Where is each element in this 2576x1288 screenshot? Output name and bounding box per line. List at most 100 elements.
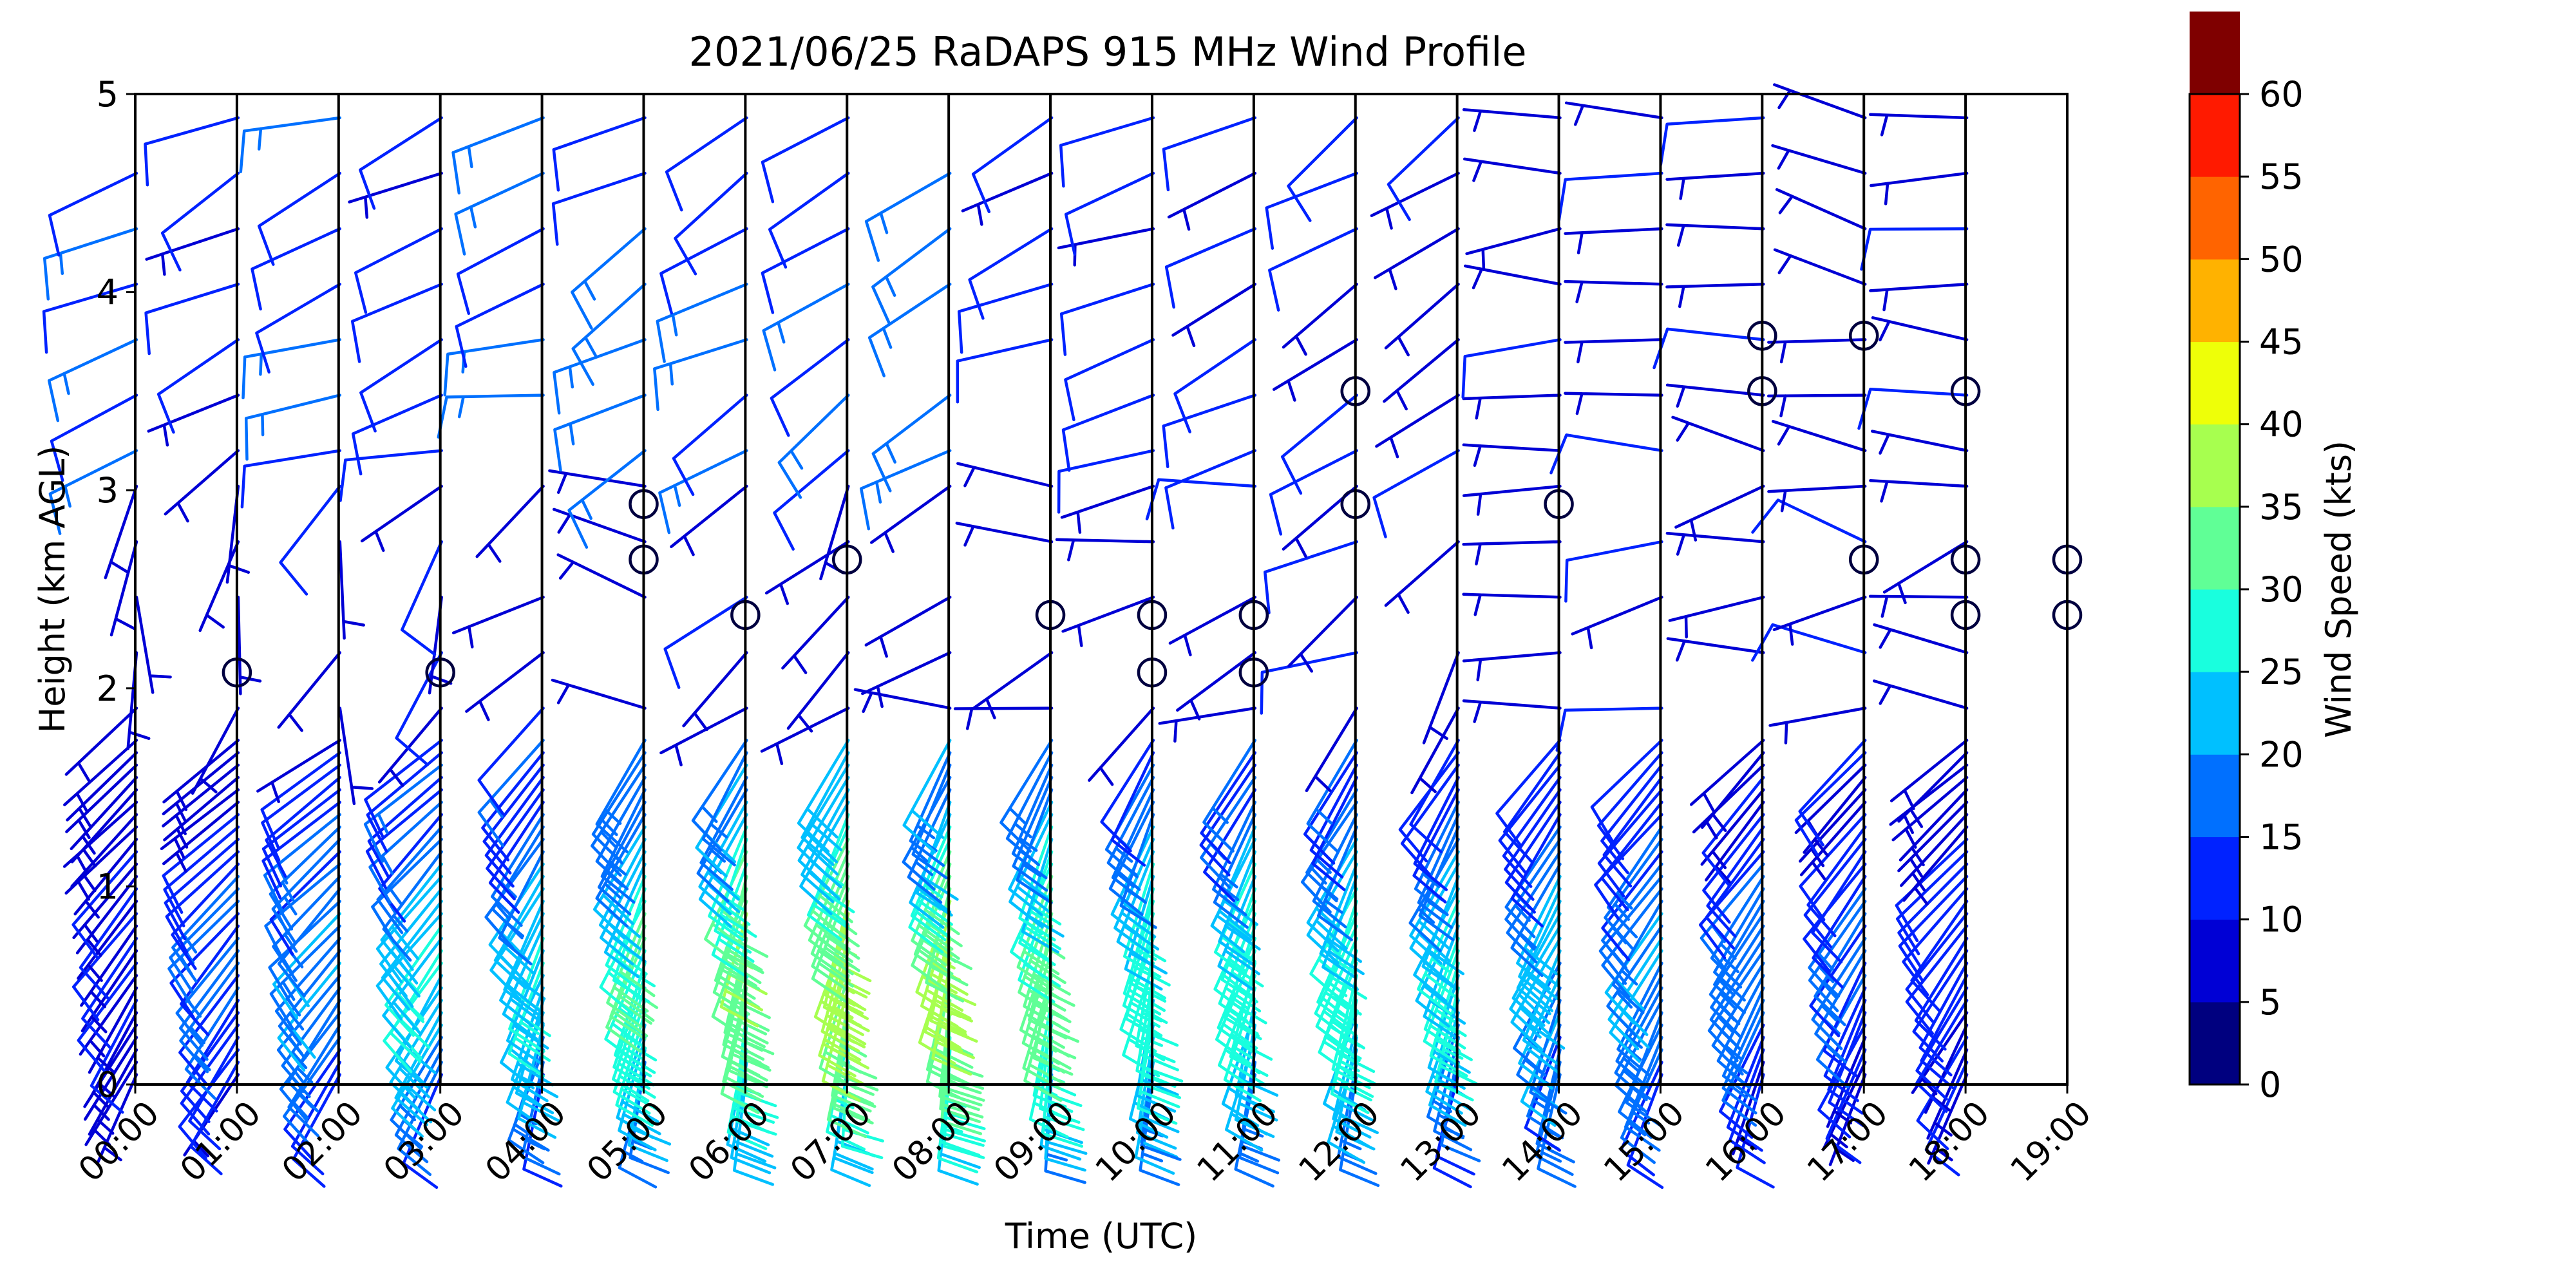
wind-barb <box>162 763 240 835</box>
wind-barb <box>1799 800 1867 880</box>
x-tick-label: 14:00 <box>1495 1094 1590 1189</box>
wind-barb <box>1927 1073 1969 1165</box>
colorbar-tick-label: 0 <box>2259 1065 2281 1105</box>
wind-barb <box>42 283 138 354</box>
wind-barb <box>1167 171 1257 231</box>
wind-barb <box>871 393 952 493</box>
wind-barb <box>263 813 342 914</box>
wind-barb <box>953 706 1054 730</box>
colorbar-tick-label: 20 <box>2259 734 2304 775</box>
wind-barb <box>261 763 342 862</box>
wind-barb <box>1060 484 1155 534</box>
wind-barb <box>957 283 1054 354</box>
wind-barb <box>1463 157 1562 182</box>
colorbar-tick-label: 25 <box>2259 652 2304 692</box>
wind-barb <box>1064 171 1155 256</box>
wind-barb <box>104 484 138 580</box>
wind-barb <box>955 522 1054 547</box>
x-axis-title: Time (UTC) <box>1005 1216 1198 1256</box>
wind-barb <box>271 838 342 945</box>
wind-barb <box>71 850 138 960</box>
wind-barb <box>443 338 545 397</box>
wind-barb <box>366 751 443 853</box>
wind-barb <box>1611 900 1663 1014</box>
wind-barb <box>1417 900 1460 1016</box>
wind-barb <box>1882 540 1969 605</box>
wind-barb <box>277 651 342 732</box>
wind-barb <box>1902 825 1969 906</box>
y-tick-label: 4 <box>97 272 118 313</box>
x-tick-label: 17:00 <box>1800 1094 1895 1189</box>
wind-barb <box>773 449 850 551</box>
colorbar-tick-label: 50 <box>2259 239 2304 279</box>
wind-barb <box>1674 484 1765 542</box>
wind-barb <box>1462 592 1562 616</box>
y-tick-label: 5 <box>97 74 118 115</box>
wind-barb <box>1280 393 1358 495</box>
wind-barb <box>380 862 443 974</box>
colorbar-tick-label: 55 <box>2259 156 2304 197</box>
wind-barb <box>1902 887 1969 996</box>
wind-barb <box>760 706 850 766</box>
wind-barb <box>287 999 342 1113</box>
wind-barb <box>1305 706 1358 793</box>
colorbar-tick-label: 35 <box>2259 487 2304 527</box>
y-tick-label: 3 <box>97 470 118 511</box>
wind-barb <box>251 227 342 311</box>
wind-barb <box>455 283 545 368</box>
wind-barb <box>1771 420 1867 452</box>
wind-barb <box>1122 912 1166 1028</box>
wind-barb <box>770 338 850 437</box>
wind-barb <box>381 900 443 1011</box>
wind-barb <box>840 1048 884 1159</box>
colorbar-tick-label: 30 <box>2259 569 2304 610</box>
wind-barb <box>1869 283 1969 312</box>
wind-barb <box>1564 279 1663 303</box>
wind-barb <box>1700 751 1765 832</box>
wind-barb <box>1164 449 1257 530</box>
wind-barb <box>803 838 853 953</box>
wind-barb <box>1710 875 1765 989</box>
wind-barb <box>277 887 342 998</box>
wind-barb <box>1700 788 1765 869</box>
colorbar-swatch <box>2190 919 2240 1003</box>
wind-barb <box>1462 699 1562 723</box>
wind-barb <box>811 875 860 991</box>
wind-barb <box>1021 949 1070 1065</box>
colorbar-swatch <box>2190 672 2240 755</box>
wind-barb <box>475 484 545 563</box>
wind-barb <box>126 651 151 751</box>
wind-barb <box>1309 763 1358 879</box>
wind-barb <box>180 1023 240 1136</box>
wind-barb <box>256 739 342 804</box>
wind-barb <box>659 706 748 766</box>
wind-barb <box>185 999 240 1113</box>
wind-barb <box>1122 961 1166 1077</box>
wind-barb <box>612 887 656 1003</box>
wind-barb <box>1315 936 1358 1053</box>
wind-barb <box>797 739 850 853</box>
plot-frame <box>134 93 2069 1086</box>
wind-barb <box>1136 1011 1180 1125</box>
wind-barb <box>1666 637 1765 662</box>
wind-barb <box>257 171 342 266</box>
wind-barb <box>956 338 1054 404</box>
wind-barb <box>1872 679 1969 710</box>
wind-barb <box>1287 116 1358 222</box>
wind-barb <box>864 596 952 658</box>
wind-barb <box>1590 739 1663 844</box>
wind-barb <box>859 449 952 531</box>
wind-barb <box>354 227 443 314</box>
wind-barb <box>1064 338 1155 422</box>
wind-barb <box>611 986 655 1103</box>
wind-barb <box>1409 739 1460 854</box>
wind-barb <box>938 999 984 1112</box>
wind-barb <box>244 393 342 461</box>
wind-barb <box>910 825 953 942</box>
wind-barb <box>1601 850 1663 961</box>
wind-barb <box>1412 788 1460 904</box>
wind-barb <box>1374 227 1460 290</box>
wind-barb <box>931 961 978 1076</box>
wind-barb <box>1287 596 1358 673</box>
wind-barb <box>571 227 647 330</box>
